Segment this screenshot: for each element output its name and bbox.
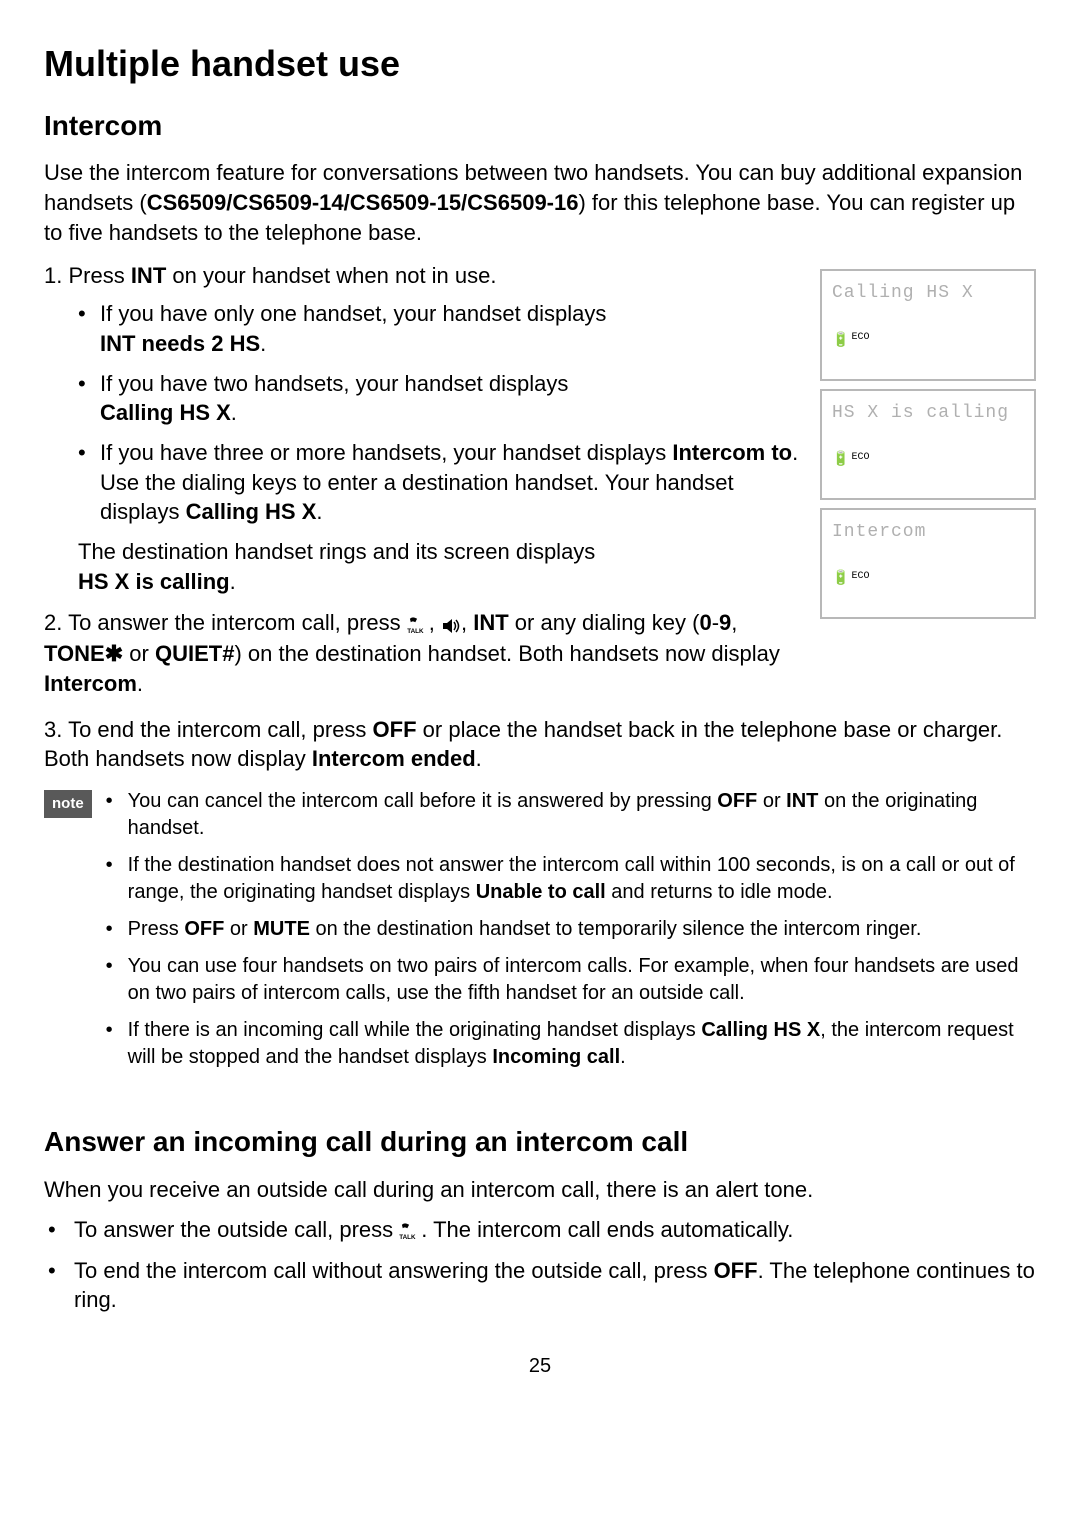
battery-icon: 🔋	[832, 332, 849, 351]
step3-b2: Intercom ended	[312, 746, 476, 771]
step2-dash: -	[712, 610, 719, 635]
step2-b2: 0	[699, 610, 711, 635]
step1-post: on your handset when not in use.	[166, 263, 496, 288]
page-title: Multiple handset use	[44, 40, 1036, 89]
step-3: 3. To end the intercom call, press OFF o…	[44, 715, 1036, 774]
n3-pre: Press	[128, 918, 185, 940]
step2-star: ✱	[105, 641, 123, 666]
lcd2-text: HS X is calling	[832, 401, 1024, 425]
note-3: Press OFF or MUTE on the destination han…	[106, 916, 1036, 943]
note-4: You can use four handsets on two pairs o…	[106, 953, 1036, 1007]
lcd3-text: Intercom	[832, 520, 1024, 544]
step1-sub3-pre: If you have three or more handsets, your…	[100, 440, 672, 465]
step2-or: or	[123, 641, 155, 666]
step1-sub1-bold: INT needs 2 HS	[100, 331, 260, 356]
step2-b4: TONE	[44, 641, 105, 666]
lcd3-status: 🔋ECO	[832, 570, 1024, 589]
step2-b5: QUIET	[155, 641, 222, 666]
talk-icon: TALK	[407, 610, 429, 640]
svg-text:TALK: TALK	[407, 628, 424, 634]
svg-text:TALK: TALK	[399, 1234, 416, 1240]
note-badge: note	[44, 790, 92, 818]
n1-pre: You can cancel the intercom call before …	[128, 790, 718, 812]
talk-icon: TALK	[399, 1216, 421, 1246]
step2-mid1: ,	[429, 610, 441, 635]
step1-sub2: If you have two handsets, your handset d…	[78, 369, 802, 428]
battery-icon: 🔋	[832, 451, 849, 470]
answer-li1: To answer the outside call, press TALK . …	[44, 1215, 1036, 1246]
step1-sub3: If you have three or more handsets, your…	[78, 438, 802, 527]
step2-comma: ,	[731, 610, 737, 635]
battery-icon: 🔋	[832, 570, 849, 589]
step1-sub2-bold: Calling HS X	[100, 400, 231, 425]
step3-pre: 3. To end the intercom call, press	[44, 717, 373, 742]
lcd2-status: 🔋ECO	[832, 451, 1024, 470]
lcd1-status: 🔋ECO	[832, 332, 1024, 351]
step1-pre: 1. Press	[44, 263, 131, 288]
lcd-screen-1: Calling HS X 🔋ECO	[820, 269, 1036, 380]
note-2: If the destination handset does not answ…	[106, 852, 1036, 906]
step-2: 2. To answer the intercom call, press TA…	[44, 608, 802, 698]
step3-b1: OFF	[373, 717, 417, 742]
a2-b1: OFF	[714, 1258, 758, 1283]
step1-sub3-b1: Intercom to	[672, 440, 792, 465]
step1-dest: The destination handset rings and its sc…	[44, 537, 802, 596]
model-numbers: CS6509/CS6509-14/CS6509-15/CS6509-16	[147, 190, 579, 215]
lcd-screen-2: HS X is calling 🔋ECO	[820, 389, 1036, 500]
n3-post: on the destination handset to temporaril…	[310, 918, 921, 940]
step2-hash: #	[222, 641, 234, 666]
n3-or: or	[224, 918, 253, 940]
step1-sub1: If you have only one handset, your hands…	[78, 299, 802, 358]
n3-b1: OFF	[184, 918, 224, 940]
a1-post: . The intercom call ends automatically.	[421, 1217, 793, 1242]
eco-label: ECO	[851, 331, 869, 345]
page-number: 25	[44, 1353, 1036, 1380]
a1-pre: To answer the outside call, press	[74, 1217, 399, 1242]
n2-post: and returns to idle mode.	[606, 881, 833, 903]
intro-paragraph: Use the intercom feature for conversatio…	[44, 158, 1036, 247]
step2-mid2: ,	[461, 610, 473, 635]
step2-b1: INT	[473, 610, 508, 635]
step1-key: INT	[131, 263, 166, 288]
eco-label: ECO	[851, 570, 869, 584]
step-1: 1. Press INT on your handset when not in…	[44, 261, 802, 596]
n1-b1: OFF	[717, 790, 757, 812]
n3-b2: MUTE	[253, 918, 310, 940]
n1-b2: INT	[786, 790, 818, 812]
n5-b2: Incoming call	[492, 1046, 620, 1068]
step2-b3: 9	[719, 610, 731, 635]
step2-post2: ) on the destination handset. Both hands…	[234, 641, 779, 666]
n2-b1: Unable to call	[476, 881, 606, 903]
step1-sub1-pre: If you have only one handset, your hands…	[100, 301, 606, 326]
step1-sub2-pre: If you have two handsets, your handset d…	[100, 371, 568, 396]
answer-li2: To end the intercom call without answeri…	[44, 1256, 1036, 1315]
step1-dest-pre: The destination handset rings and its sc…	[78, 539, 595, 564]
lcd1-text: Calling HS X	[832, 281, 1024, 305]
a2-pre: To end the intercom call without answeri…	[74, 1258, 714, 1283]
eco-label: ECO	[851, 451, 869, 465]
section-heading-intercom: Intercom	[44, 107, 1036, 145]
n5-b1: Calling HS X	[701, 1019, 820, 1041]
step2-pre: 2. To answer the intercom call, press	[44, 610, 407, 635]
note-1: You can cancel the intercom call before …	[106, 788, 1036, 842]
step2-post1: or any dialing key (	[509, 610, 700, 635]
step1-sub3-b2: Calling HS X	[186, 499, 317, 524]
answer-intro: When you receive an outside call during …	[44, 1175, 1036, 1205]
n5-pre: If there is an incoming call while the o…	[128, 1019, 702, 1041]
step1-dest-bold: HS X is calling	[78, 569, 230, 594]
n1-or: or	[757, 790, 786, 812]
step2-b6: Intercom	[44, 671, 137, 696]
note-5: If there is an incoming call while the o…	[106, 1017, 1036, 1071]
speaker-icon	[441, 610, 461, 640]
lcd-screen-3: Intercom 🔋ECO	[820, 508, 1036, 619]
section-heading-answer: Answer an incoming call during an interc…	[44, 1123, 1036, 1161]
